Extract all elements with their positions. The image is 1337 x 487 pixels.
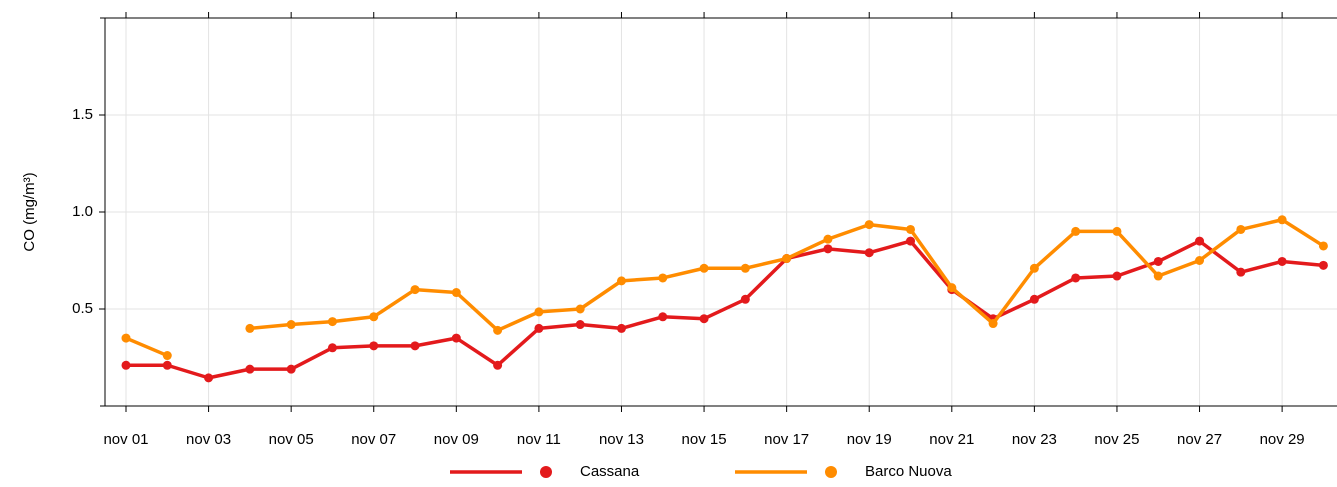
data-point <box>740 294 750 304</box>
data-point <box>162 351 172 361</box>
legend-marker <box>540 466 552 478</box>
x-tick-label: nov 21 <box>929 431 974 448</box>
data-point <box>1318 260 1328 270</box>
data-point <box>451 288 461 298</box>
x-tick-label: nov 19 <box>847 431 892 448</box>
data-point <box>699 263 709 273</box>
data-point <box>575 320 585 330</box>
data-point <box>1112 226 1122 236</box>
data-point <box>864 220 874 230</box>
data-point <box>121 333 131 343</box>
x-tick-label: nov 11 <box>517 431 561 448</box>
data-point <box>947 283 957 293</box>
data-point <box>369 341 379 351</box>
data-point <box>699 314 709 324</box>
data-point <box>1112 271 1122 281</box>
x-tick-label: nov 23 <box>1012 431 1057 448</box>
x-tick-label: nov 17 <box>764 431 809 448</box>
data-point <box>575 304 585 314</box>
data-point <box>327 317 337 327</box>
y-axis-label: CO (mg/m³) <box>21 172 38 251</box>
data-point <box>1195 236 1205 246</box>
data-point <box>988 319 998 329</box>
data-point <box>1236 267 1246 277</box>
y-tick-label: 1.0 <box>72 203 93 220</box>
data-point <box>245 323 255 333</box>
data-point <box>658 312 668 322</box>
data-point <box>245 364 255 374</box>
data-point <box>740 263 750 273</box>
data-point <box>782 254 792 264</box>
data-point <box>1071 226 1081 236</box>
data-point <box>162 360 172 370</box>
data-point <box>534 307 544 317</box>
data-point <box>451 333 461 343</box>
data-point <box>410 341 420 351</box>
series-line <box>125 218 1325 358</box>
legend-label: Cassana <box>580 463 640 480</box>
x-tick-label: nov 13 <box>599 431 644 448</box>
data-point <box>1029 263 1039 273</box>
data-point <box>534 323 544 333</box>
data-point <box>906 224 916 234</box>
data-point <box>286 364 296 374</box>
x-tick-label: nov 05 <box>269 431 314 448</box>
data-point <box>1029 294 1039 304</box>
data-point <box>1277 256 1287 266</box>
x-tick-label: nov 01 <box>103 431 148 448</box>
data-point <box>658 273 668 283</box>
data-point <box>1236 224 1246 234</box>
data-point <box>204 373 214 383</box>
data-point <box>410 285 420 295</box>
x-tick-label: nov 15 <box>682 431 727 448</box>
data-point <box>823 234 833 244</box>
series-line <box>126 239 1324 380</box>
legend-label: Barco Nuova <box>865 463 952 480</box>
data-point <box>1277 215 1287 225</box>
data-point <box>616 276 626 286</box>
data-point <box>493 360 503 370</box>
data-point <box>369 312 379 322</box>
data-point <box>864 248 874 258</box>
y-tick-label: 0.5 <box>72 300 93 317</box>
data-point <box>616 323 626 333</box>
data-point <box>1153 256 1163 266</box>
data-point <box>1195 256 1205 265</box>
data-point <box>1153 271 1163 281</box>
data-point <box>286 320 296 330</box>
data-point <box>1071 273 1081 283</box>
data-point <box>1318 241 1328 251</box>
data-point <box>327 343 337 353</box>
legend-marker <box>825 466 837 478</box>
x-tick-label: nov 29 <box>1260 431 1305 448</box>
x-tick-label: nov 25 <box>1094 431 1139 448</box>
y-tick-label: 1.5 <box>72 106 93 123</box>
data-point <box>906 236 916 246</box>
x-tick-label: nov 07 <box>351 431 396 448</box>
x-tick-label: nov 09 <box>434 431 479 448</box>
data-point <box>121 360 131 370</box>
data-point <box>823 244 833 254</box>
x-tick-label: nov 27 <box>1177 431 1222 448</box>
data-point <box>493 325 503 335</box>
x-tick-label: nov 03 <box>186 431 231 448</box>
